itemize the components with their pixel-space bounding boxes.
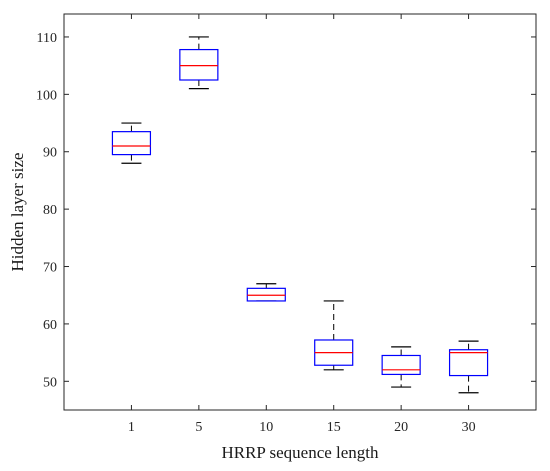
y-tick-label: 80 [43, 203, 57, 218]
x-tick-label: 20 [394, 420, 408, 435]
x-tick-label: 15 [327, 420, 341, 435]
plot-area [63, 13, 537, 411]
box-20 [381, 346, 421, 388]
x-tick-label: 1 [128, 420, 135, 435]
box-iqr [381, 354, 421, 376]
box-iqr [111, 131, 152, 156]
y-tick-label: 110 [37, 31, 57, 46]
box-5 [179, 36, 219, 90]
box-iqr [448, 349, 489, 377]
y-tick-label: 70 [43, 261, 57, 276]
box-30 [448, 340, 489, 394]
y-tick-label: 60 [43, 318, 57, 333]
box-1 [111, 122, 152, 164]
y-tick-label: 90 [43, 146, 57, 161]
x-axis-label: HRRP sequence length [221, 443, 379, 462]
y-axis-label: Hidden layer size [8, 153, 27, 272]
x-tick-label: 10 [259, 420, 273, 435]
x-tick-label: 30 [462, 420, 476, 435]
box-series [111, 36, 489, 394]
x-tick-label: 5 [195, 420, 202, 435]
box-iqr [179, 48, 219, 81]
box-10 [246, 283, 286, 302]
y-tick-label: 100 [36, 88, 57, 103]
y-tick-label: 50 [43, 375, 57, 390]
x-axis-ticks: 1 5 10 15 20 30 [128, 14, 476, 435]
box-15 [314, 300, 354, 371]
y-axis-ticks: 50 60 70 80 90 100 110 [36, 31, 536, 390]
